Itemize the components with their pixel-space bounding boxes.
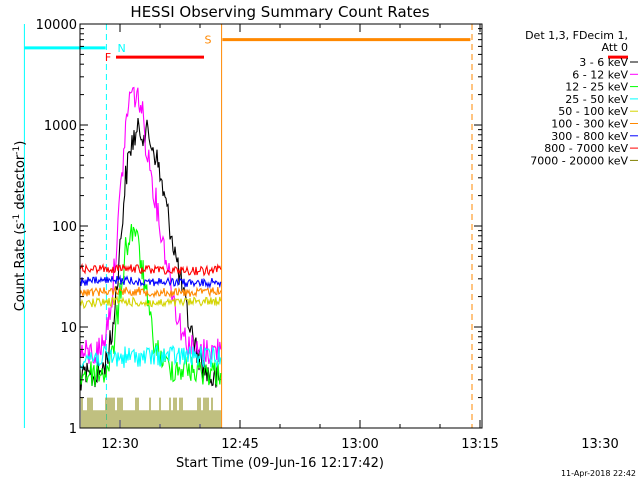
series-7000-20000-kev-segment-0: [80, 397, 221, 428]
series-6-segment-0: [80, 274, 222, 289]
y-axis: 1 10 100 1000 10000: [36, 18, 482, 437]
series-3-segment-0: [80, 344, 222, 370]
y-axis-label-end: ): [13, 141, 28, 146]
y-tick-label-1: 10: [60, 321, 77, 336]
series-7000-20000-kev-segment-1: [486, 398, 640, 428]
legend-label-7: 800 - 7000 keV: [544, 142, 628, 155]
flag-bars: FN S: [24, 34, 628, 64]
y-tick-label-4: 10000: [36, 18, 77, 33]
legend-label-5: 100 - 300 keV: [551, 118, 628, 131]
legend-label-3: 25 - 50 keV: [565, 93, 628, 106]
series-0-segment-1: [486, 290, 640, 393]
series-5-segment-0: [80, 285, 222, 299]
y-axis-label: Count Rate (s-1 detector-1): [12, 141, 28, 312]
flag-label-S: S: [205, 34, 212, 47]
series-7-segment-0: [80, 262, 222, 277]
x-tick-label-0: 12:30: [101, 437, 138, 452]
legend-label-8: 7000 - 20000 keV: [530, 154, 628, 167]
y-axis-label-main: Count Rate (s: [13, 223, 28, 312]
x-tick-label-3: 13:15: [461, 437, 498, 452]
series-4-segment-0: [80, 295, 222, 310]
series-4-segment-1: [486, 297, 640, 308]
series-1-segment-1: [486, 212, 640, 371]
y-tick-label-3: 1000: [44, 119, 77, 134]
legend-header-2: Att 0: [602, 41, 628, 54]
y-axis-label-sup2: -1: [12, 146, 22, 155]
y-axis-label-mid: detector: [13, 154, 28, 214]
x-tick-label-2: 13:00: [341, 437, 378, 452]
plot-frame: [79, 23, 483, 429]
legend-label-6: 300 - 800 keV: [551, 130, 628, 143]
legend-label-4: 50 - 100 keV: [558, 105, 628, 118]
flag-label-N: N: [117, 42, 125, 55]
interval-markers: [23, 24, 473, 428]
series-0-segment-0: [80, 118, 222, 391]
series-6-segment-1: [486, 275, 640, 288]
series-2-segment-1: [486, 345, 640, 389]
series-7-segment-1: [486, 262, 640, 275]
x-tick-label-1: 12:45: [221, 437, 258, 452]
y-tick-label-0: 1: [69, 422, 77, 437]
legend-label-2: 12 - 25 keV: [565, 81, 628, 94]
legend-label-0: 3 - 6 keV: [579, 56, 628, 69]
y-tick-label-2: 100: [52, 220, 77, 235]
series-2-segment-0: [80, 223, 222, 388]
y-axis-label-sup1: -1: [12, 214, 22, 223]
series-3-segment-1: [486, 346, 640, 368]
series-lines: [80, 86, 640, 428]
x-axis-label: Start Time (09-Jun-16 12:17:42): [176, 456, 384, 471]
legend-label-1: 6 - 12 keV: [572, 68, 628, 81]
series-1-segment-0: [80, 86, 222, 365]
series-5-segment-1: [486, 288, 640, 299]
footer-timestamp: 11-Apr-2018 22:42: [561, 469, 636, 478]
chart-title: HESSI Observing Summary Count Rates: [130, 3, 429, 21]
x-tick-label-4: 13:30: [581, 437, 618, 452]
legend-header-1: Det 1,3, FDecim 1,: [525, 29, 628, 42]
flag-label-F: F: [105, 51, 111, 64]
